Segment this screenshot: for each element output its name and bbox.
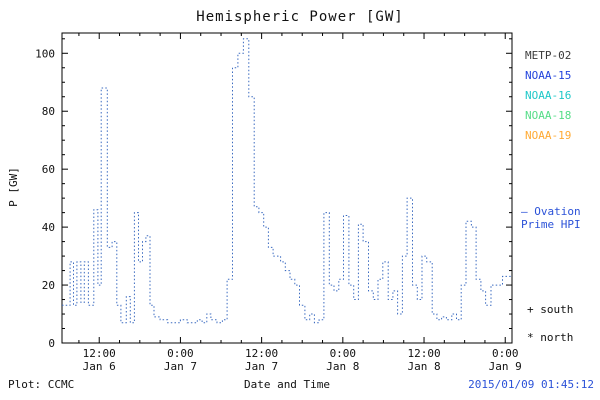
legend-item-noaa15: NOAA-15 (525, 69, 572, 82)
legend-ovation-prime: — Ovation Prime HPI (521, 205, 581, 231)
x-tick-date-label: Jan 7 (164, 360, 197, 373)
timestamp: 2015/01/09 01:45:12 (468, 378, 594, 391)
y-tick-label: 100 (35, 47, 55, 60)
y-tick-label: 80 (42, 105, 55, 118)
x-tick-time-label: 12:00 (245, 347, 278, 360)
y-tick-label: 40 (42, 221, 55, 234)
satellite-legend: METP-02 NOAA-15 NOAA-16 NOAA-18 NOAA-19 (525, 49, 571, 149)
legend-ovation-line1: — Ovation (521, 205, 581, 218)
x-tick-time-label: 0:00 (492, 347, 519, 360)
x-axis-label: Date and Time (243, 378, 331, 391)
plus-marker-icon: + (527, 303, 534, 316)
x-tick-date-label: Jan 9 (489, 360, 522, 373)
x-tick-date-label: Jan 8 (407, 360, 440, 373)
legend-item-noaa16: NOAA-16 (525, 89, 572, 102)
y-tick-label: 20 (42, 279, 55, 292)
legend-ovation-line2: Prime HPI (521, 218, 581, 231)
x-tick-date-label: Jan 7 (245, 360, 278, 373)
x-tick-time-label: 12:00 (407, 347, 440, 360)
legend-marker-north: * north (527, 331, 573, 344)
x-tick-time-label: 0:00 (167, 347, 194, 360)
legend-marker-south-label: south (540, 303, 574, 316)
chart-title: Hemispheric Power [GW] (196, 9, 404, 25)
x-tick-date-label: Jan 8 (326, 360, 359, 373)
plot-credit: Plot: CCMC (8, 378, 75, 391)
legend-item-noaa19: NOAA-19 (525, 129, 572, 142)
x-tick-date-label: Jan 6 (83, 360, 116, 373)
plot-frame (61, 32, 513, 344)
hpi-step-line (62, 38, 512, 324)
x-tick-time-label: 12:00 (83, 347, 116, 360)
y-tick-label: 0 (48, 337, 55, 350)
legend-marker-north-label: north (540, 331, 574, 344)
y-axis-label: P [GW] (7, 167, 20, 207)
y-tick-label: 60 (42, 163, 55, 176)
x-tick-time-label: 0:00 (330, 347, 357, 360)
legend-item-metp02: METP-02 (525, 49, 572, 62)
legend-marker-south: + south (527, 303, 573, 316)
legend-item-noaa18: NOAA-18 (525, 109, 572, 122)
asterisk-marker-icon: * (527, 331, 534, 344)
